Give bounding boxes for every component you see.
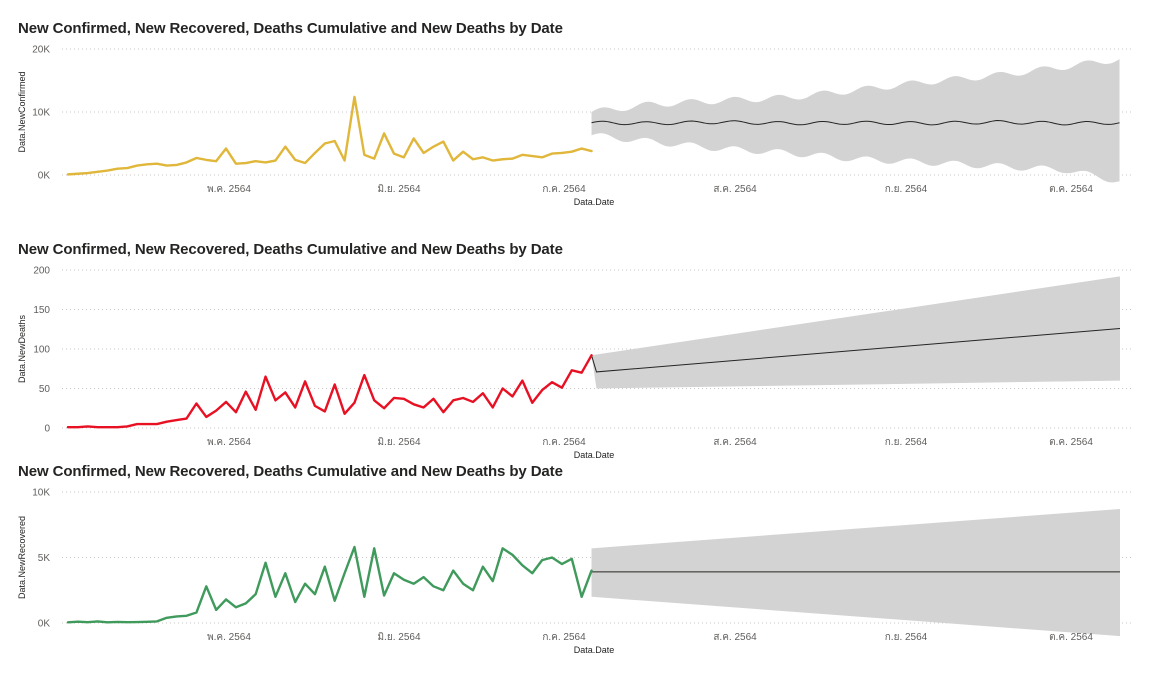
x-tick-label: ต.ค. 2564 [1049,437,1093,448]
y-tick-label: 100 [33,345,50,356]
forecast-line [591,120,1120,126]
x-tick-label: ส.ค. 2564 [713,632,757,643]
y-axis-title: Data.NewDeaths [17,314,27,383]
chart-plot-area[interactable]: 0K 5K 10K พ.ค. 2564 มิ.ย. 2564 ก.ค. 2564 ส.ค. … [0,443,1156,683]
chart-title: New Confirmed, New Recovered, Deaths Cum… [18,241,563,258]
x-tick-label: ต.ค. 2564 [1049,632,1093,643]
x-tick-label: ส.ค. 2564 [713,184,757,195]
chart-panel-new-deaths: New Confirmed, New Recovered, Deaths Cum… [0,221,1156,460]
series-line[interactable] [66,545,593,624]
y-tick-label: 10K [32,488,50,499]
forecast-line [591,327,1121,373]
x-tick-label: ส.ค. 2564 [713,437,757,448]
forecast-confidence-band [591,509,1120,637]
series-line[interactable] [66,95,593,176]
y-tick-label: 200 [33,266,50,277]
x-tick-label: ก.ค. 2564 [542,437,586,448]
y-axis-title: Data.NewRecovered [17,516,27,599]
x-tick-label: พ.ค. 2564 [207,632,251,643]
y-axis-title: Data.NewConfirmed [17,71,27,152]
x-tick-label: ต.ค. 2564 [1049,184,1093,195]
y-tick-label: 0 [44,424,50,435]
y-tick-label: 20K [32,45,50,56]
y-tick-label: 0K [38,619,51,630]
x-tick-label: ก.ย. 2564 [885,437,928,448]
y-tick-label: 50 [39,384,51,395]
chart-plot-area[interactable]: 0 50 100 150 200 พ.ค. 2564 มิ.ย. 2564 ก.ค. 2564… [0,221,1156,461]
x-tick-label: พ.ค. 2564 [207,184,251,195]
x-axis-title: Data.Date [574,197,615,207]
y-tick-label: 0K [38,171,51,182]
y-tick-label: 150 [33,305,50,316]
x-tick-label: มิ.ย. 2564 [377,632,420,643]
y-tick-label: 5K [38,553,51,564]
chart-panel-new-confirmed: New Confirmed, New Recovered, Deaths Cum… [0,0,1156,222]
x-tick-label: ก.ค. 2564 [542,184,586,195]
chart-plot-area[interactable]: 0K 10K 20K พ.ค. 2564 มิ.ย. 2564 ก.ค. 2564 ส.ค.… [0,0,1156,240]
chart-title: New Confirmed, New Recovered, Deaths Cum… [18,20,563,37]
forecast-confidence-band [591,59,1120,183]
x-tick-label: มิ.ย. 2564 [377,437,420,448]
x-tick-label: ก.ค. 2564 [542,632,586,643]
series-line[interactable] [66,354,593,429]
x-axis-title: Data.Date [574,450,615,460]
x-tick-label: พ.ค. 2564 [207,437,251,448]
chart-panel-new-recovered: New Confirmed, New Recovered, Deaths Cum… [0,443,1156,665]
forecast-confidence-band [591,276,1120,389]
x-axis-title: Data.Date [574,645,615,655]
y-tick-label: 10K [32,108,50,119]
x-tick-label: ก.ย. 2564 [885,184,928,195]
x-tick-label: มิ.ย. 2564 [377,184,420,195]
chart-title: New Confirmed, New Recovered, Deaths Cum… [18,463,563,480]
x-tick-label: ก.ย. 2564 [885,632,928,643]
